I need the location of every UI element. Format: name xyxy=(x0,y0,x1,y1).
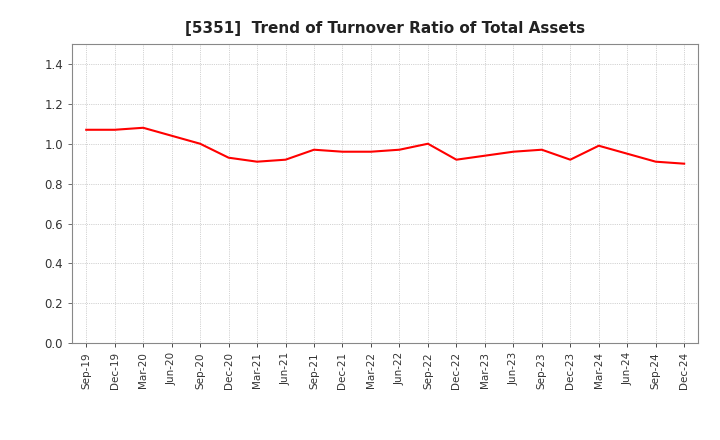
Title: [5351]  Trend of Turnover Ratio of Total Assets: [5351] Trend of Turnover Ratio of Total … xyxy=(185,21,585,36)
